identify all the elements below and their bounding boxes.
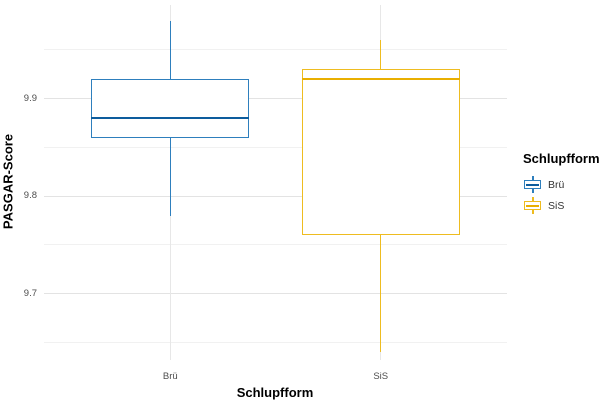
gridline-minor (44, 146, 507, 148)
boxplot-lower-whisker (169, 137, 172, 216)
gridline-minor (44, 244, 507, 246)
legend: Schlupfform Brü SiS (521, 151, 605, 216)
legend-title: Schlupfform (523, 151, 600, 166)
y-axis-title: PASGAR-Score (0, 133, 16, 230)
gridline-minor (44, 49, 507, 51)
y-tick-label: 9.8 (23, 190, 37, 202)
boxplot-median-line (301, 77, 460, 81)
boxplot-box[interactable] (301, 69, 460, 236)
legend-item-label: Brü (548, 178, 565, 191)
legend-item[interactable]: Brü (521, 174, 605, 195)
legend-items: Brü SiS (521, 174, 605, 216)
boxplot-key-icon (524, 176, 541, 193)
key-median (526, 204, 539, 207)
boxplot-lower-whisker (379, 235, 382, 353)
boxplot-upper-whisker (379, 40, 382, 70)
gridline-major (44, 98, 507, 100)
boxplot-key-icon (524, 197, 541, 214)
legend-item-label: SiS (548, 199, 565, 212)
x-axis-title: Schlupfform (236, 385, 314, 400)
boxplot-median-line (91, 116, 250, 120)
gridline-minor (44, 341, 507, 343)
gridline-major (44, 195, 507, 197)
key-median (526, 183, 539, 186)
plot-panel (44, 5, 507, 360)
x-tick-label: Brü (162, 371, 178, 382)
y-tick-label: 9.7 (23, 287, 37, 299)
x-tick-label: SiS (373, 371, 389, 382)
boxplot-upper-whisker (169, 20, 172, 80)
legend-item[interactable]: SiS (521, 195, 605, 216)
y-tick-label: 9.9 (23, 92, 37, 104)
gridline-major (44, 293, 507, 295)
boxplot-box[interactable] (91, 79, 250, 138)
